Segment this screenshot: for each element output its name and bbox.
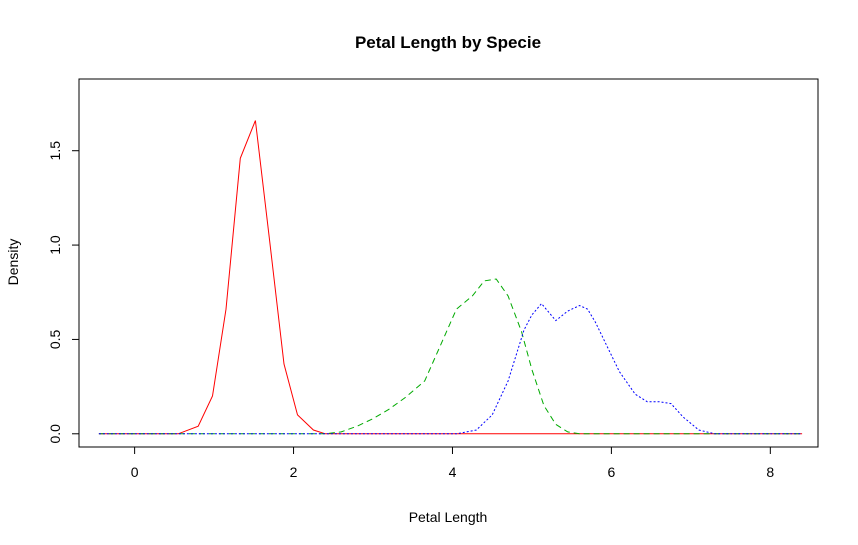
x-tick-label: 2: [290, 464, 298, 480]
y-tick-label: 0.5: [47, 329, 63, 349]
series-line-1: [98, 120, 803, 435]
y-tick-label: 1.0: [47, 235, 63, 255]
x-axis: 0 2 4 6 8: [131, 446, 774, 480]
chart-title: Petal Length by Specie: [355, 33, 541, 52]
y-axis-label: Density: [5, 239, 21, 286]
series-line-3: [98, 302, 803, 435]
x-tick-label: 0: [131, 464, 139, 480]
series-layer: [98, 120, 803, 435]
y-tick-label: 1.5: [47, 141, 63, 161]
x-tick-label: 4: [449, 464, 457, 480]
series-line-2: [98, 278, 803, 435]
x-tick-label: 6: [607, 464, 615, 480]
plot-area-border: [78, 78, 819, 448]
x-axis-label: Petal Length: [409, 509, 488, 525]
x-tick-label: 8: [766, 464, 774, 480]
y-axis: 0.0 0.5 1.0 1.5: [47, 141, 80, 444]
y-tick-label: 0.0: [47, 424, 63, 444]
